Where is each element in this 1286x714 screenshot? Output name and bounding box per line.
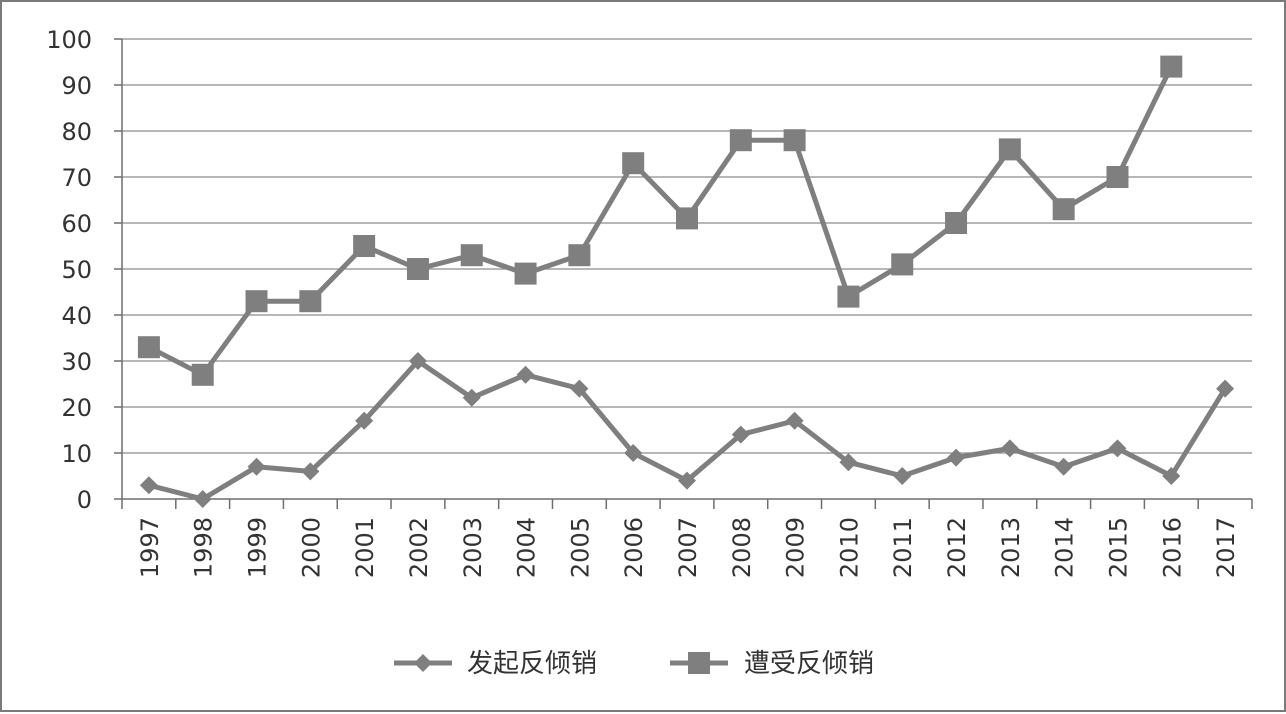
x-tick-label: 2009 [782, 517, 810, 578]
data-point-diamond [355, 411, 374, 430]
data-point-diamond [1162, 467, 1181, 485]
x-tick-label: 2000 [297, 517, 325, 578]
x-tick-label: 2016 [1158, 517, 1186, 578]
data-point-diamond [839, 453, 858, 472]
legend-label: 发起反倾销 [467, 649, 597, 679]
data-point-diamond [1216, 379, 1235, 398]
data-point-square [245, 290, 268, 313]
data-point-diamond [785, 411, 804, 430]
legend-item-1: 发起反倾销 [394, 649, 597, 679]
data-point-square [622, 152, 645, 175]
legend-item-2: 遭受反倾销 [670, 649, 874, 679]
data-point-square [1052, 198, 1075, 221]
series-line [147, 65, 1174, 378]
data-point-diamond [731, 425, 750, 444]
data-point-square [406, 258, 429, 280]
data-point-square [353, 235, 376, 257]
data-point-diamond [893, 467, 912, 485]
data-point-diamond [1054, 457, 1073, 476]
y-tick-label: 80 [61, 118, 92, 146]
x-tick-label: 2013 [997, 517, 1025, 578]
x-tick-label: 2007 [674, 517, 702, 578]
data-point-diamond [516, 365, 535, 384]
y-tick-label: 10 [61, 440, 92, 468]
data-point-square [137, 336, 160, 359]
x-tick-label: 2015 [1104, 517, 1132, 578]
data-point-square [460, 244, 483, 267]
y-tick-label: 60 [61, 210, 92, 238]
legend-label: 遭受反倾销 [744, 649, 874, 679]
data-point-square [299, 290, 322, 313]
axes [114, 38, 1253, 509]
data-point-diamond [414, 654, 432, 672]
data-point-diamond [1000, 439, 1019, 458]
y-tick-label: 40 [61, 302, 92, 330]
data-point-diamond [1108, 439, 1127, 458]
data-point-square [729, 129, 752, 152]
data-point-diamond [408, 352, 427, 370]
data-point-diamond [947, 448, 966, 467]
x-tick-label: 2014 [1051, 517, 1079, 578]
x-tick-label: 1998 [190, 517, 218, 578]
x-tick-label: 2004 [513, 517, 541, 578]
data-point-square [676, 207, 698, 230]
x-tick-label: 2011 [889, 517, 917, 578]
x-axis-tick-labels: 1997 1998 1999 2000 2001 2002 2003 2004 2005 2006… [136, 517, 1240, 578]
data-point-square [1106, 166, 1129, 188]
legend: 发起反倾销 遭受反倾销 [394, 649, 874, 679]
data-point-square [891, 253, 914, 276]
x-tick-label: 2002 [405, 517, 433, 578]
series-layer [137, 55, 1235, 508]
series-2 [137, 55, 1183, 386]
y-tick-label: 70 [61, 164, 92, 192]
data-point-square [945, 212, 968, 234]
data-point-diamond [462, 388, 481, 407]
data-point-square [783, 129, 806, 152]
data-point-diamond [301, 462, 320, 481]
data-point-diamond [678, 471, 696, 490]
y-tick-label: 20 [61, 394, 92, 422]
data-point-square [1160, 55, 1183, 78]
data-point-square [514, 262, 537, 285]
y-axis-tick-labels: 0 10 20 30 40 50 60 70 80 90 100 [46, 26, 92, 514]
x-tick-label: 2008 [728, 517, 756, 578]
series-1 [139, 352, 1235, 508]
data-point-square [688, 652, 710, 674]
data-point-diamond [139, 476, 158, 495]
x-tick-label: 2017 [1212, 517, 1240, 578]
x-tick-label: 2001 [351, 517, 379, 578]
y-tick-label: 90 [61, 72, 92, 100]
x-tick-label: 2006 [620, 517, 648, 578]
data-point-square [568, 244, 591, 267]
data-point-diamond [193, 490, 212, 508]
data-point-diamond [570, 379, 589, 398]
gridlines [122, 38, 1252, 454]
x-tick-label: 2010 [835, 517, 863, 578]
data-point-square [998, 138, 1021, 161]
y-tick-label: 30 [61, 348, 92, 376]
x-tick-label: 1997 [136, 517, 164, 578]
x-tick-label: 2005 [566, 517, 594, 578]
data-point-diamond [247, 457, 266, 476]
x-tick-label: 2012 [943, 517, 971, 578]
x-tick-label: 2003 [459, 517, 487, 578]
y-tick-label: 0 [77, 486, 92, 514]
data-point-square [191, 363, 214, 386]
data-point-diamond [624, 444, 643, 462]
y-tick-label: 50 [61, 256, 92, 284]
x-tick-label: 1999 [244, 517, 272, 578]
y-tick-label: 100 [46, 26, 92, 54]
data-point-square [837, 285, 860, 308]
